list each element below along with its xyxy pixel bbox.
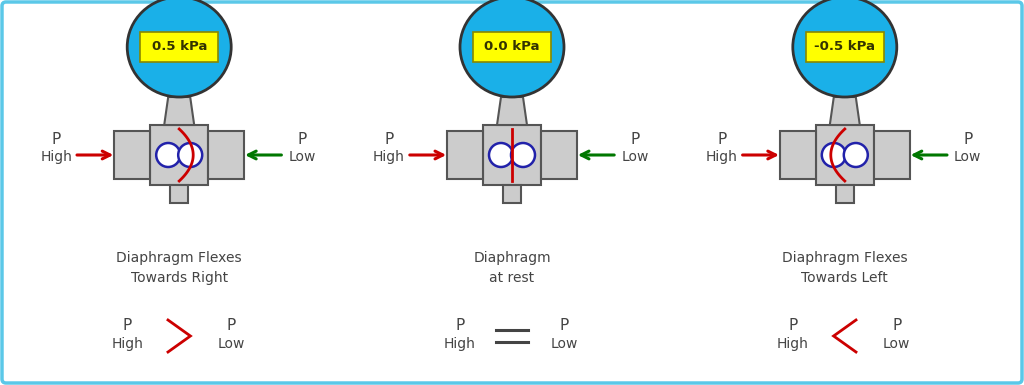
Text: 0.0 kPa: 0.0 kPa bbox=[484, 40, 540, 54]
Bar bbox=[806, 32, 884, 62]
Circle shape bbox=[157, 143, 180, 167]
Text: P: P bbox=[631, 132, 640, 147]
Circle shape bbox=[844, 143, 867, 167]
Text: High: High bbox=[444, 337, 476, 351]
Circle shape bbox=[511, 143, 535, 167]
Polygon shape bbox=[497, 97, 527, 125]
Circle shape bbox=[822, 143, 846, 167]
Bar bbox=[140, 32, 218, 62]
Text: High: High bbox=[777, 337, 809, 351]
Bar bbox=[208, 131, 244, 179]
Circle shape bbox=[489, 143, 513, 167]
Text: P: P bbox=[456, 318, 465, 333]
Text: P: P bbox=[964, 132, 973, 147]
Text: High: High bbox=[706, 150, 737, 164]
Bar bbox=[836, 185, 854, 203]
Text: P: P bbox=[123, 318, 132, 333]
Text: Diaphragm
at rest: Diaphragm at rest bbox=[473, 251, 551, 285]
Text: P: P bbox=[384, 132, 393, 147]
Bar bbox=[816, 125, 873, 185]
Text: -0.5 kPa: -0.5 kPa bbox=[814, 40, 876, 54]
Text: Low: Low bbox=[883, 337, 910, 351]
Text: Low: Low bbox=[550, 337, 578, 351]
Text: High: High bbox=[40, 150, 72, 164]
Text: High: High bbox=[112, 337, 143, 351]
Text: Low: Low bbox=[289, 150, 315, 164]
Bar bbox=[115, 131, 151, 179]
Text: Diaphragm Flexes
Towards Left: Diaphragm Flexes Towards Left bbox=[782, 251, 907, 285]
Text: P: P bbox=[298, 132, 307, 147]
Text: P: P bbox=[717, 132, 726, 147]
Text: Low: Low bbox=[622, 150, 648, 164]
Text: P: P bbox=[559, 318, 568, 333]
Bar bbox=[170, 185, 188, 203]
Text: 0.5 kPa: 0.5 kPa bbox=[152, 40, 207, 54]
Text: Diaphragm Flexes
Towards Right: Diaphragm Flexes Towards Right bbox=[117, 251, 242, 285]
Bar bbox=[873, 131, 909, 179]
Bar bbox=[780, 131, 816, 179]
Bar bbox=[541, 131, 577, 179]
Bar bbox=[151, 125, 208, 185]
Ellipse shape bbox=[793, 0, 897, 97]
Ellipse shape bbox=[127, 0, 231, 97]
Text: Low: Low bbox=[217, 337, 245, 351]
Bar bbox=[483, 125, 541, 185]
Polygon shape bbox=[829, 97, 860, 125]
Bar bbox=[503, 185, 521, 203]
Bar bbox=[447, 131, 483, 179]
Text: P: P bbox=[892, 318, 901, 333]
Text: High: High bbox=[373, 150, 404, 164]
Bar bbox=[473, 32, 551, 62]
Text: P: P bbox=[51, 132, 60, 147]
Polygon shape bbox=[164, 97, 195, 125]
Text: P: P bbox=[226, 318, 236, 333]
Text: Low: Low bbox=[954, 150, 981, 164]
Text: P: P bbox=[788, 318, 798, 333]
Ellipse shape bbox=[460, 0, 564, 97]
Circle shape bbox=[178, 143, 202, 167]
